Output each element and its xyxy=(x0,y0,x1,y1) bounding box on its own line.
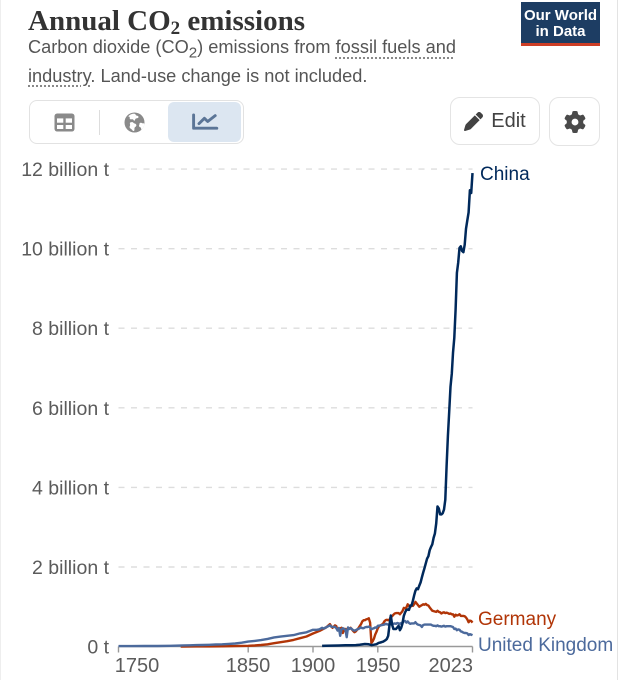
svg-text:0 t: 0 t xyxy=(87,637,109,659)
svg-text:1750: 1750 xyxy=(115,655,160,677)
svg-text:1850: 1850 xyxy=(226,655,271,677)
svg-text:4 billion t: 4 billion t xyxy=(32,477,110,499)
svg-text:United Kingdom: United Kingdom xyxy=(478,635,613,656)
svg-text:10 billion t: 10 billion t xyxy=(21,239,109,261)
svg-text:2 billion t: 2 billion t xyxy=(32,557,110,579)
svg-text:2023: 2023 xyxy=(429,655,474,677)
svg-text:8 billion t: 8 billion t xyxy=(32,318,110,340)
svg-text:China: China xyxy=(480,164,530,185)
svg-text:12 billion t: 12 billion t xyxy=(21,159,109,181)
svg-text:Germany: Germany xyxy=(478,609,557,630)
svg-text:6 billion t: 6 billion t xyxy=(32,398,110,420)
svg-text:1900: 1900 xyxy=(291,655,336,677)
svg-text:1950: 1950 xyxy=(356,655,401,677)
